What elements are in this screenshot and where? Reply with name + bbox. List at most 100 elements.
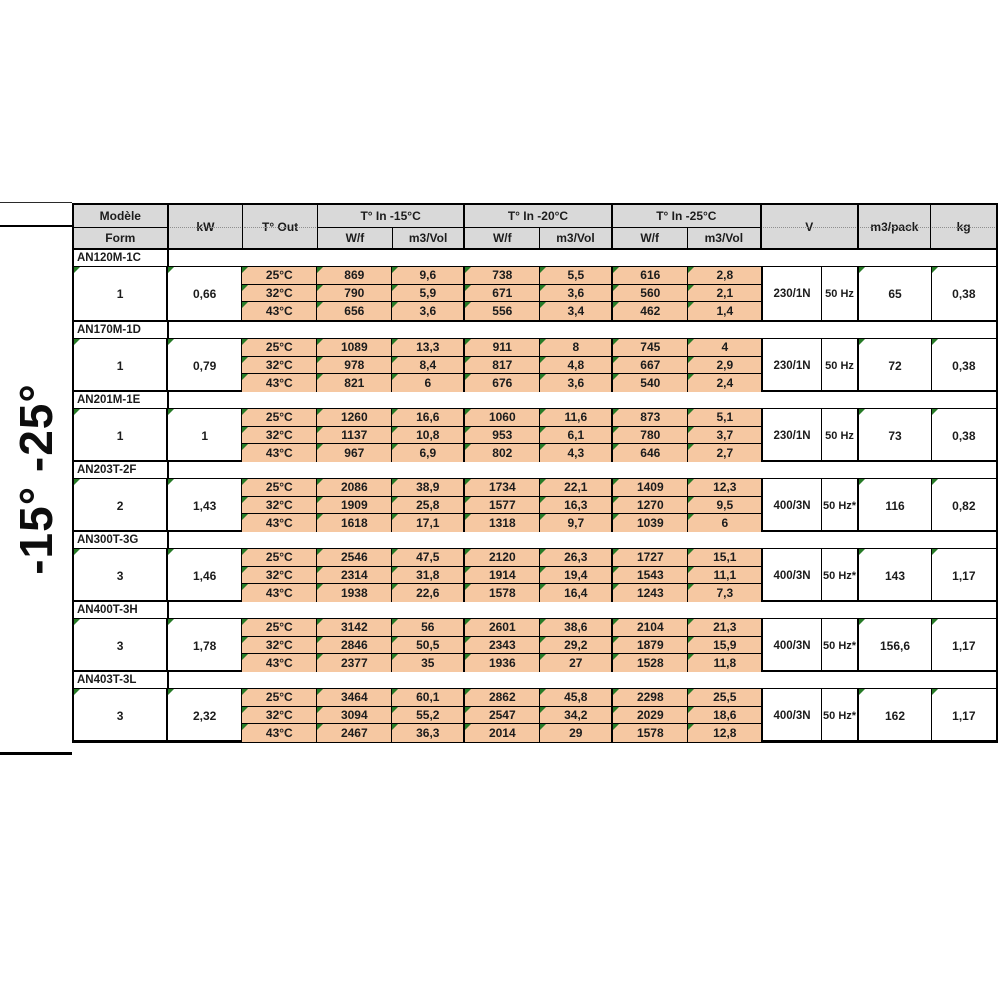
wf-15-cell: 2846 [317,636,393,655]
m3vol-20-cell: 38,6 [540,619,614,637]
m3vol-20-cell: 45,8 [540,689,614,707]
t-out-cell: 25°C [242,339,318,357]
wf-20-cell: 738 [465,267,541,285]
t-out-cell: 32°C [242,284,318,303]
m3vol-25-cell: 2,8 [688,267,764,285]
t-out-cell: 25°C [242,619,318,637]
wf-20-cell: 817 [465,356,541,375]
wf-20-cell: 676 [465,374,541,392]
wf-25-cell: 667 [613,356,689,375]
m3vol-20-cell: 29 [540,724,614,742]
frequency-cell: 50 Hz [822,267,860,320]
model-label-spacer [169,462,996,478]
frequency-cell: 50 Hz* [822,619,860,672]
temperature-grid: 25°C 1089 13,3 911 8 745 4 32°C 978 8,4 817 4,8 667 2… [242,339,764,392]
frequency-cell: 50 Hz* [822,479,860,532]
frequency-cell: 50 Hz* [822,549,860,602]
wf-15-cell: 3464 [317,689,393,707]
wf-25-cell: 616 [613,267,689,285]
m3vol-15-cell: 17,1 [392,514,466,532]
m3vol-25-cell: 6 [688,514,764,532]
m3vol-20-cell: 5,5 [540,267,614,285]
left-stub-line-top [0,202,72,203]
t-out-cell: 43°C [242,374,318,392]
wf-15-cell: 967 [317,444,393,462]
wf-25-cell: 1578 [613,724,689,742]
model-name: AN203T-2F [74,462,169,478]
wf-25-cell: 1727 [613,549,689,567]
spec-table: Modèle Form kW T° Out T° In -15°C W/f m3… [72,203,998,743]
m3pack-cell: 116 [859,479,932,532]
wf-25-cell: 1543 [613,566,689,585]
wf-20-cell: 2862 [465,689,541,707]
kw-cell: 2,32 [168,689,243,742]
header-m3pack: m3/pack [859,205,932,248]
m3vol-25-cell: 11,1 [688,566,764,585]
m3vol-15-cell: 38,9 [392,479,466,497]
m3vol-15-cell: 22,6 [392,584,466,602]
m3vol-25-cell: 2,1 [688,284,764,303]
temperature-grid: 25°C 1260 16,6 1060 11,6 873 5,1 32°C 1137 10,8 95… [242,409,764,462]
model-label-row: AN403T-3L [74,672,996,689]
model-section: AN403T-3L 3 2,32 25°C 3464 60,1 2862 45,8 2298 25… [74,670,996,742]
header-wf-25: W/f [613,228,688,248]
model-section: AN400T-3H 3 1,78 25°C 3142 56 2601 38,6 2104 21,3… [74,600,996,672]
m3vol-15-cell: 36,3 [392,724,466,742]
wf-20-cell: 671 [465,284,541,303]
model-label-spacer [169,322,996,338]
t-out-cell: 32°C [242,426,318,445]
wf-20-cell: 2547 [465,706,541,725]
m3vol-20-cell: 9,7 [540,514,614,532]
t-out-cell: 32°C [242,706,318,725]
m3vol-25-cell: 5,1 [688,409,764,427]
m3pack-cell: 156,6 [859,619,932,672]
kw-cell: 0,79 [168,339,243,392]
model-label-spacer [169,672,996,688]
wf-15-cell: 1618 [317,514,393,532]
m3vol-15-cell: 5,9 [392,284,466,303]
temperature-range-label: -15° -25° [0,203,72,755]
header-kw: kW [169,205,244,248]
wf-15-cell: 1089 [317,339,393,357]
left-stub-line-mid [0,225,72,227]
header-group-t-in-25: T° In -25°C W/f m3/Vol [612,205,763,248]
kw-cell: 0,66 [168,267,243,320]
header-t-in-20-label: T° In -20°C [465,205,611,228]
kg-cell: 1,17 [931,549,996,602]
wf-25-cell: 560 [613,284,689,303]
m3vol-25-cell: 1,4 [688,302,764,320]
wf-15-cell: 3094 [317,706,393,725]
wf-20-cell: 802 [465,444,541,462]
m3vol-15-cell: 6,9 [392,444,466,462]
m3vol-25-cell: 15,1 [688,549,764,567]
model-section: AN203T-2F 2 1,43 25°C 2086 38,9 1734 22,1 1409 12… [74,460,996,532]
wf-20-cell: 1936 [465,654,541,672]
temperature-range-text: -15° -25° [10,383,63,575]
wf-15-cell: 656 [317,302,393,320]
kg-cell: 1,17 [931,619,996,672]
model-label-spacer [169,392,996,408]
t-out-cell: 43°C [242,724,318,742]
header-v: V [762,205,859,248]
m3vol-25-cell: 2,9 [688,356,764,375]
m3vol-15-cell: 10,8 [392,426,466,445]
wf-20-cell: 1060 [465,409,541,427]
m3vol-15-cell: 3,6 [392,302,466,320]
t-out-cell: 43°C [242,514,318,532]
m3vol-15-cell: 6 [392,374,466,392]
m3pack-cell: 162 [859,689,932,742]
t-out-cell: 43°C [242,584,318,602]
model-name: AN400T-3H [74,602,169,618]
model-name: AN300T-3G [74,532,169,548]
model-label-spacer [169,532,996,548]
m3vol-15-cell: 16,6 [392,409,466,427]
m3vol-15-cell: 31,8 [392,566,466,585]
m3vol-20-cell: 19,4 [540,566,614,585]
m3vol-20-cell: 3,6 [540,284,614,303]
header-t-in-25-label: T° In -25°C [612,205,761,228]
m3vol-15-cell: 13,3 [392,339,466,357]
wf-15-cell: 3142 [317,619,393,637]
voltage-cell: 400/3N [763,619,822,672]
wf-15-cell: 869 [317,267,393,285]
t-out-cell: 25°C [242,409,318,427]
